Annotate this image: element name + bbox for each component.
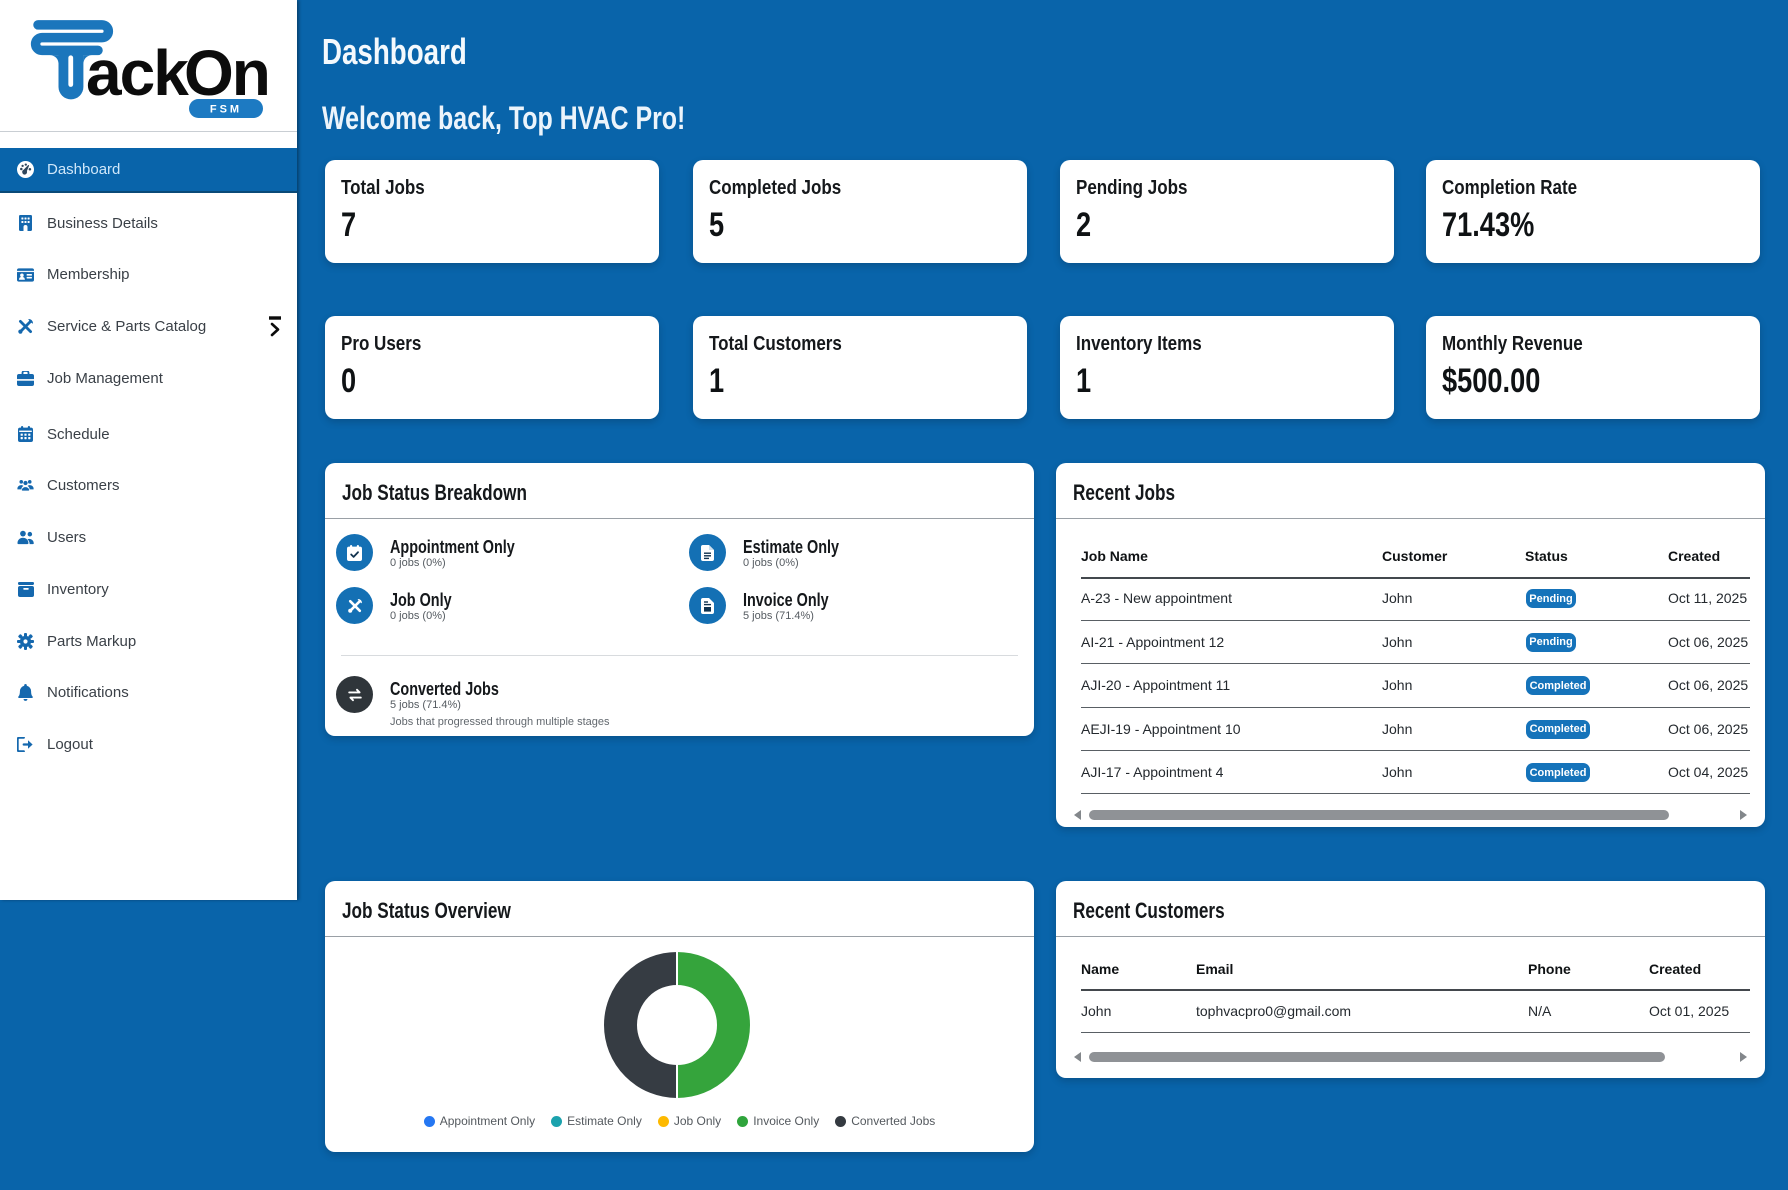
svg-text:ack: ack xyxy=(86,37,189,109)
svg-text:On: On xyxy=(184,37,269,109)
svg-text:FSM: FSM xyxy=(210,104,242,116)
